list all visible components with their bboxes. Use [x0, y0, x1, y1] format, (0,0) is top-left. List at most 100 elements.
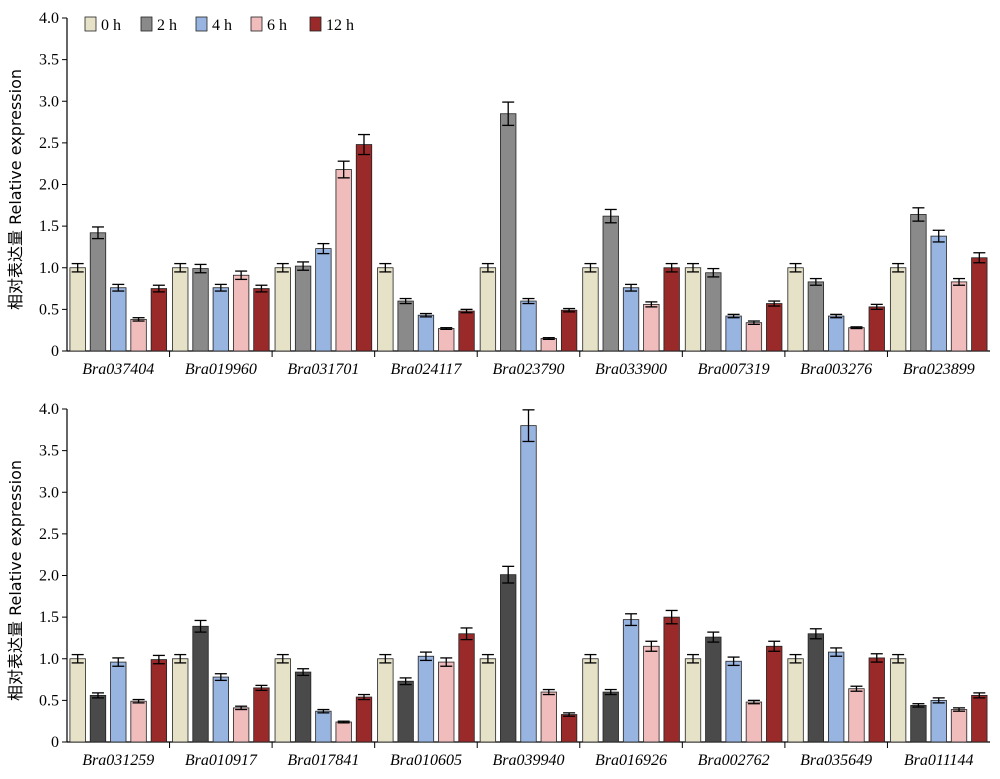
- legend-swatch-12h: [309, 16, 322, 32]
- y-tick-label: 1.5: [39, 609, 59, 626]
- bar-2h-Bra031701: [294, 265, 312, 352]
- bar-6h-Bra037404: [130, 318, 147, 352]
- bar-6h-Bra033900: [643, 303, 660, 352]
- bar-12h-Bra031701: [355, 144, 373, 352]
- bar-4h-Bra037404: [110, 287, 127, 352]
- bar-4h-Bra003276: [828, 315, 845, 352]
- bar-2h-Bra037404: [89, 232, 107, 352]
- category-label: Bra002762: [698, 752, 770, 769]
- bar-0h-Bra016926: [582, 658, 599, 743]
- bar-12h-Bra019960: [253, 288, 270, 352]
- y-tick-label: 2.5: [39, 526, 59, 543]
- y-tick-label: 0: [51, 734, 59, 751]
- bar-12h-Bra024117: [458, 310, 475, 352]
- bar-0h-Bra024117: [377, 267, 394, 352]
- bar-2h-Bra017841: [294, 671, 312, 743]
- bar-0h-Bra031259: [69, 658, 86, 743]
- bar-4h-Bra011144: [930, 699, 947, 743]
- y-axis-title: 相对表达量 Relative expression: [6, 69, 25, 310]
- bar-12h-Bra003276: [868, 306, 885, 352]
- category-label: Bra016926: [595, 752, 667, 769]
- bar-0h-Bra039940: [479, 658, 497, 743]
- legend-swatch-6h: [250, 16, 263, 32]
- bar-4h-Bra016926: [622, 619, 640, 743]
- bar-2h-Bra010917: [192, 625, 209, 743]
- bar-6h-Bra031701: [335, 169, 352, 352]
- bar-6h-Bra023790: [540, 338, 557, 352]
- bar-6h-Bra024117: [438, 328, 455, 352]
- y-tick-label: 3.0: [39, 484, 59, 501]
- bar-0h-Bra010917: [172, 658, 189, 743]
- y-tick-label: 1.0: [39, 651, 59, 668]
- bar-6h-Bra031259: [130, 700, 147, 743]
- bar-6h-Bra002762: [745, 701, 763, 743]
- category-label: Bra035649: [800, 752, 872, 769]
- category-label: Bra037404: [82, 361, 154, 378]
- category-label: Bra023790: [493, 361, 565, 378]
- bar-0h-Bra010605: [377, 658, 394, 743]
- bar-0h-Bra031701: [274, 267, 291, 352]
- bar-4h-Bra002762: [725, 660, 742, 743]
- bar-4h-Bra017841: [315, 710, 332, 743]
- legend: 0 h 2 h 4 h 6 h 12 h: [84, 16, 354, 34]
- bar-4h-Bra019960: [212, 287, 229, 352]
- legend-label: 2 h: [157, 17, 177, 34]
- bar-12h-Bra016926: [663, 616, 680, 743]
- bar-4h-Bra031259: [110, 661, 127, 743]
- bar-0h-Bra019960: [172, 267, 189, 352]
- bar-2h-Bra023790: [500, 113, 517, 352]
- bar-2h-Bra039940: [500, 574, 517, 743]
- bar-6h-Bra039940: [540, 691, 557, 743]
- bar-6h-Bra019960: [232, 274, 250, 352]
- category-label: Bra031701: [287, 361, 359, 378]
- bar-2h-Bra010605: [397, 680, 414, 743]
- category-label: Bra023899: [903, 361, 975, 378]
- bar-12h-Bra011144: [971, 694, 988, 743]
- y-tick-label: 0: [51, 343, 59, 360]
- bar-12h-Bra010917: [253, 687, 270, 743]
- bar-12h-Bra007319: [766, 303, 783, 352]
- bar-0h-Bra003276: [787, 267, 804, 352]
- bar-0h-Bra033900: [582, 267, 599, 352]
- bar-2h-Bra033900: [602, 215, 619, 352]
- bar-0h-Bra002762: [684, 658, 702, 743]
- bar-6h-Bra010917: [232, 707, 250, 743]
- bar-4h-Bra023899: [930, 235, 947, 352]
- bar-12h-Bra017841: [355, 696, 373, 743]
- bar-12h-Bra035649: [868, 657, 885, 743]
- bar-0h-Bra037404: [69, 267, 86, 352]
- bar-12h-Bra002762: [766, 645, 783, 743]
- y-tick-label: 2.0: [39, 177, 59, 194]
- bar-2h-Bra019960: [192, 268, 209, 352]
- category-label: Bra003276: [800, 361, 872, 378]
- category-label: Bra039940: [493, 752, 565, 769]
- bar-0h-Bra017841: [274, 658, 291, 743]
- y-tick-label: 1.5: [39, 218, 59, 235]
- y-tick-label: 2.5: [39, 135, 59, 152]
- y-tick-label: 0.5: [39, 301, 59, 318]
- bar-6h-Bra011144: [950, 709, 968, 743]
- y-tick-label: 4.0: [39, 401, 59, 418]
- bar-0h-Bra023790: [479, 267, 497, 352]
- bar-2h-Bra016926: [602, 691, 619, 743]
- bar-6h-Bra035649: [848, 688, 865, 743]
- bar-2h-Bra031259: [89, 694, 107, 743]
- bar-2h-Bra007319: [705, 272, 722, 352]
- bar-2h-Bra003276: [807, 281, 825, 352]
- bar-6h-Bra010605: [438, 661, 455, 743]
- bar-4h-Bra024117: [417, 314, 435, 352]
- legend-label: 0 h: [101, 17, 121, 34]
- bar-4h-Bra039940: [520, 425, 537, 743]
- y-tick-label: 3.5: [39, 52, 59, 69]
- y-axis-title: 相对表达量 Relative expression: [6, 460, 25, 701]
- legend-swatch-4h: [195, 16, 208, 32]
- bar-6h-Bra007319: [745, 322, 763, 352]
- bar-4h-Bra031701: [315, 248, 332, 352]
- legend-swatch-0h: [84, 16, 97, 32]
- bar-4h-Bra010917: [212, 676, 229, 743]
- bar-12h-Bra033900: [663, 267, 680, 352]
- legend-swatch-2h: [140, 16, 153, 32]
- category-label: Bra024117: [391, 361, 463, 378]
- category-label: Bra010605: [390, 752, 462, 769]
- bar-12h-Bra037404: [150, 288, 168, 352]
